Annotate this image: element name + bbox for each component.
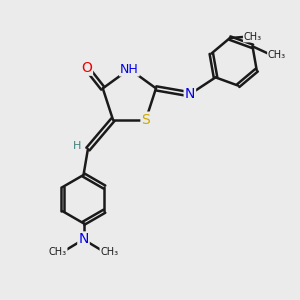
Text: CH₃: CH₃ [244,32,262,42]
Text: H: H [73,140,81,151]
Text: N: N [78,232,89,247]
Text: O: O [81,61,92,75]
Text: CH₃: CH₃ [49,247,67,257]
Text: N: N [185,87,195,101]
Text: NH: NH [120,62,139,76]
Text: CH₃: CH₃ [268,50,286,60]
Text: S: S [142,112,150,127]
Text: CH₃: CH₃ [100,247,118,257]
